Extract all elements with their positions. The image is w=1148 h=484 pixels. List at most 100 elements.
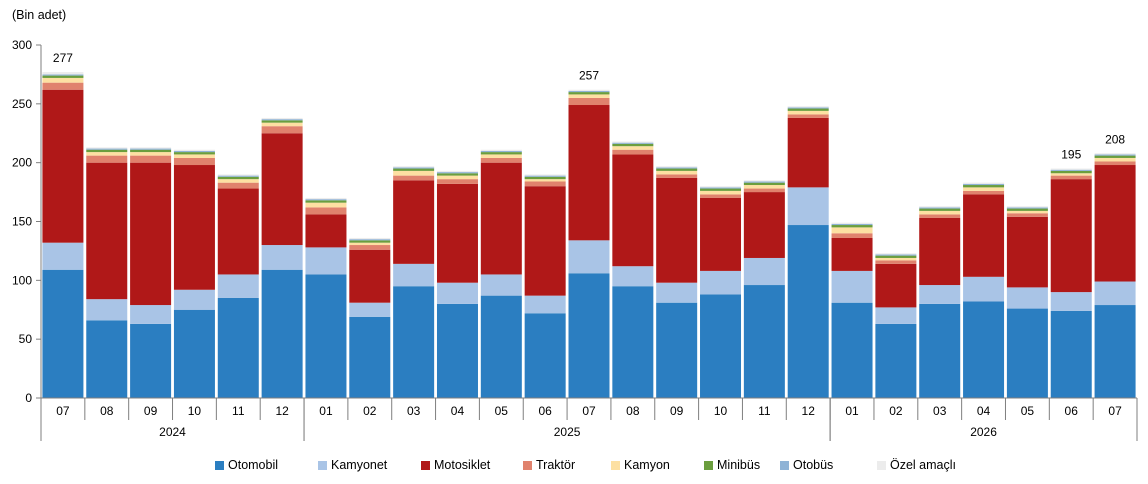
bar-segment-minib-s [524, 176, 566, 180]
bar-segment-kamyonet [217, 274, 259, 298]
bar-total-label: 277 [53, 51, 73, 65]
bar-segment-kamyonet [612, 266, 654, 287]
bar-segment-trakt-r [568, 97, 610, 106]
bar-segment-otob-s [480, 150, 522, 153]
legend-swatch [704, 460, 713, 470]
bar-segment-kamyonet [656, 282, 698, 303]
bar-segment-trakt-r [831, 233, 873, 238]
bar-segment-motosiklet [568, 105, 610, 241]
bar-segment-otomobil [130, 323, 172, 398]
bar-segment-kamyon [1050, 173, 1092, 176]
bar-segment-kamyonet [1050, 292, 1092, 311]
bar-segment-trakt-r [700, 194, 742, 198]
bar-segment-otob-s [130, 148, 172, 150]
bar-segment-kamyonet [875, 307, 917, 324]
legend-swatch [318, 460, 327, 470]
bar-segment-trakt-r [173, 157, 215, 166]
bar-segment-otomobil [1050, 310, 1092, 398]
legend-swatch [611, 460, 620, 470]
bar-segment-otomobil [436, 303, 478, 398]
bar-segment-kamyonet [568, 240, 610, 274]
bar-segment-trakt-r [393, 175, 435, 181]
bar-segment-kamyonet [963, 276, 1005, 302]
bar-segment-otomobil [1094, 305, 1136, 398]
bar-segment-minib-s [86, 149, 128, 153]
bar-segment-kamyonet [261, 245, 303, 270]
legend-label: Kamyonet [331, 458, 388, 472]
bar-segment-trakt-r [130, 155, 172, 163]
bar-segment-otob-s [656, 167, 698, 169]
y-tick-label: 300 [12, 38, 32, 52]
bar-segment-otomobil [787, 225, 829, 398]
bar-segment-kamyonet [86, 299, 128, 321]
bar-segment-minib-s [130, 149, 172, 153]
x-tick-label: 02 [889, 404, 903, 418]
bar-segment-trakt-r [86, 155, 128, 163]
legend-label: Traktör [536, 458, 576, 472]
legend-swatch [215, 460, 224, 470]
bar-segment-kamyonet [173, 289, 215, 310]
year-label: 2025 [554, 425, 581, 439]
bar-segment-motosiklet [436, 183, 478, 283]
bar-segment-kamyonet [393, 263, 435, 287]
legend-swatch [523, 460, 532, 470]
bar-segment-motosiklet [42, 89, 84, 243]
bar-segment-kamyonet [305, 247, 347, 275]
bar-segment-kamyon [612, 146, 654, 150]
bar-segment--zel-ama-l- [42, 72, 84, 75]
bar-segment-minib-s [875, 255, 917, 258]
bar-segment--zel-ama-l- [86, 147, 128, 149]
bar-segment--zel-ama-l- [700, 186, 742, 188]
legend-item: Kamyon [611, 455, 670, 475]
bar-segment-kamyon [524, 179, 566, 182]
bar-segment--zel-ama-l- [1094, 153, 1136, 155]
bar-segment-kamyon [436, 175, 478, 180]
bar-segment-motosiklet [393, 180, 435, 264]
x-tick-label: 10 [188, 404, 202, 418]
x-tick-label: 01 [319, 404, 333, 418]
bar-segment-motosiklet [787, 117, 829, 188]
year-label: 2024 [159, 425, 186, 439]
bar-segment-trakt-r [1006, 213, 1048, 217]
legend-item: Traktör [523, 455, 575, 475]
bar-segment-motosiklet [1094, 165, 1136, 282]
bar-segment-otomobil [743, 285, 785, 398]
x-tick-label: 11 [232, 404, 245, 418]
bar-segment-otomobil [963, 301, 1005, 398]
bar-segment--zel-ama-l- [656, 166, 698, 168]
legend-item: Kamyonet [318, 455, 387, 475]
bar-segment-otob-s [393, 167, 435, 169]
bar-segment-motosiklet [831, 237, 873, 271]
legend-swatch [421, 460, 430, 470]
legend-swatch [780, 460, 789, 470]
bar-segment-kamyon [875, 257, 917, 261]
bar-segment-otomobil [875, 323, 917, 398]
x-tick-label: 02 [363, 404, 377, 418]
y-axis-unit-label: (Bin adet) [12, 8, 67, 22]
bar-segment-motosiklet [524, 186, 566, 296]
bar-segment-kamyonet [349, 302, 391, 317]
bar-segment-kamyonet [1006, 287, 1048, 309]
bar-segment--zel-ama-l- [173, 149, 215, 151]
bar-segment-otob-s [743, 181, 785, 183]
x-tick-label: 08 [100, 404, 114, 418]
bar-segment-motosiklet [919, 217, 961, 286]
bar-segment-kamyon [261, 122, 303, 127]
bar-segment-minib-s [393, 168, 435, 171]
bar-segment-otob-s [349, 239, 391, 241]
bar-segment-kamyonet [787, 187, 829, 226]
bar-segment--zel-ama-l- [612, 141, 654, 143]
bar-segment-minib-s [1050, 170, 1092, 174]
bar-segment-minib-s [480, 152, 522, 155]
bar-segment-minib-s [436, 173, 478, 176]
bar-segment-kamyon [1094, 157, 1136, 162]
bar-segment-otomobil [217, 297, 259, 398]
x-tick-label: 03 [933, 404, 947, 418]
bar-segment-trakt-r [1094, 161, 1136, 166]
bar-segment-otomobil [700, 294, 742, 398]
bar-segment-otomobil [393, 286, 435, 398]
bar-segment-kamyon [173, 154, 215, 158]
bar-segment--zel-ama-l- [1050, 168, 1092, 170]
bar-segment--zel-ama-l- [568, 89, 610, 91]
bar-segment-trakt-r [743, 188, 785, 193]
